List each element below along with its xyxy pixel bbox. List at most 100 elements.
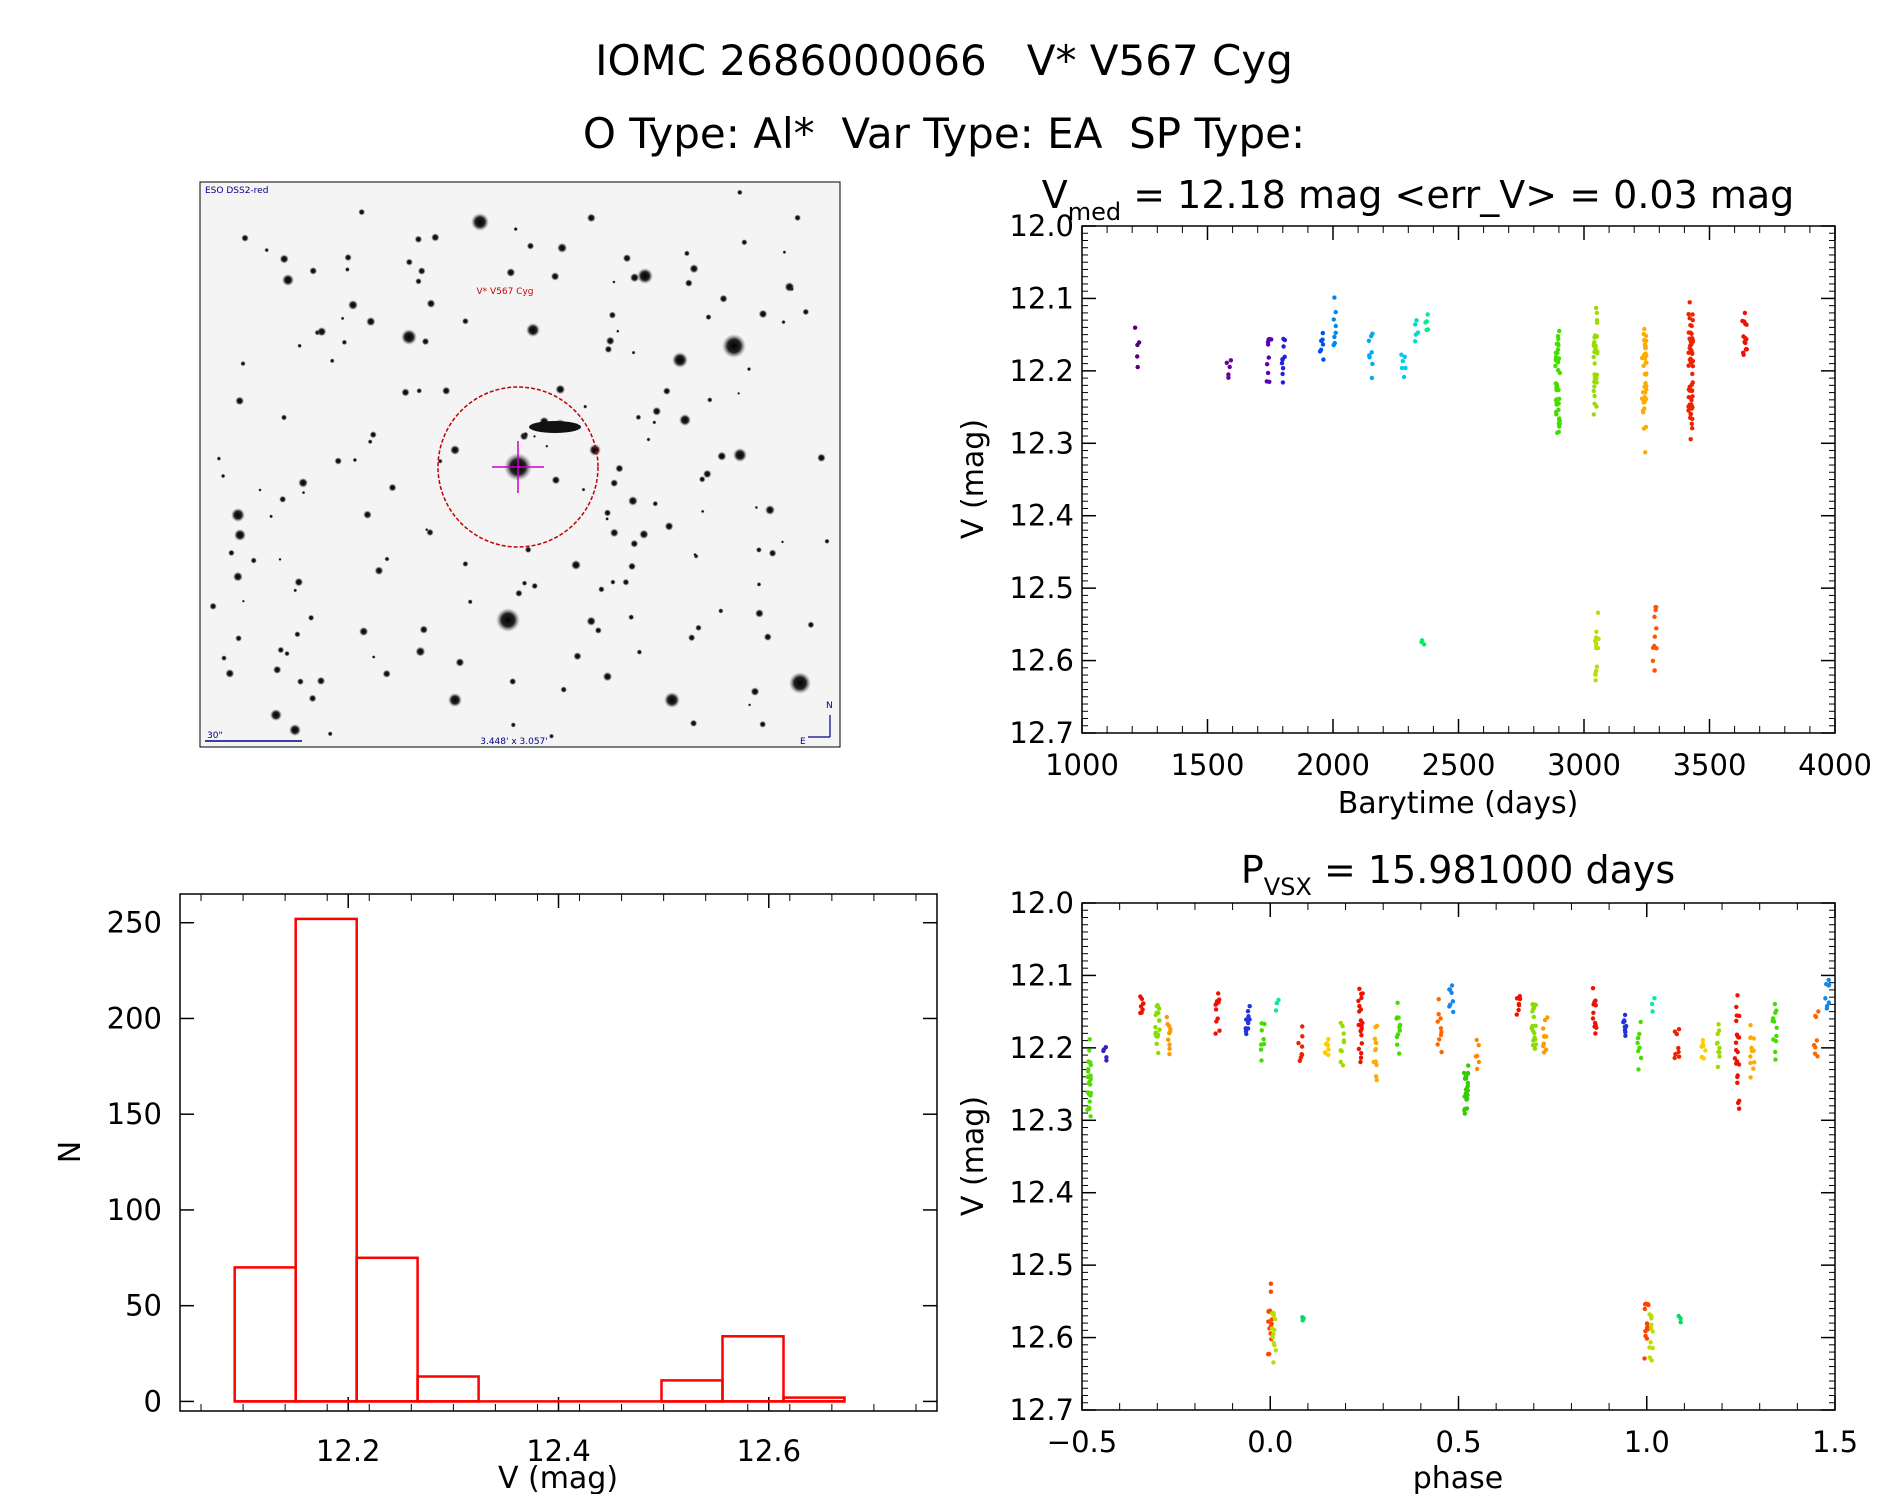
field-star — [363, 510, 372, 519]
field-star — [294, 577, 304, 587]
phased-data-point — [1273, 1008, 1279, 1013]
phased-data-point — [1086, 1059, 1091, 1064]
lightcurve-data-point — [1643, 351, 1648, 356]
field-star — [662, 387, 671, 395]
phased-data-point — [1214, 1001, 1220, 1006]
lightcurve-data-point — [1591, 343, 1597, 348]
field-star — [522, 431, 529, 438]
phased-data-point — [1157, 1018, 1162, 1023]
lightcurve-chart: Vmed = 12.18 mag <err_V> = 0.03 mag 1000… — [956, 173, 1872, 821]
north-label: N — [826, 701, 833, 711]
lightcurve-data-point — [1641, 400, 1646, 405]
bright-star — [733, 448, 747, 462]
histogram-bar — [721, 1335, 785, 1403]
field-star — [421, 337, 430, 346]
phased-data-point — [1167, 1031, 1172, 1036]
phased-data-point — [1438, 1026, 1444, 1031]
lightcurve-data-point — [1592, 384, 1597, 389]
phased-data-point — [1672, 1055, 1677, 1061]
phased-ytick-label: 12.5 — [1009, 1248, 1074, 1282]
target-name-label: V* V567 Cyg — [476, 287, 533, 297]
phased-data-point — [1815, 1054, 1820, 1059]
lightcurve-data-point — [1401, 374, 1407, 380]
phased-xtick-label: 1.0 — [1624, 1425, 1670, 1459]
phased-data-point — [1622, 1012, 1628, 1018]
phased-data-point — [1465, 1084, 1470, 1089]
field-star — [307, 614, 315, 621]
lightcurve-data-point — [1333, 323, 1339, 329]
field-star — [233, 571, 243, 582]
phased-data-point — [1733, 1040, 1739, 1045]
phased-data-point — [1397, 1051, 1402, 1056]
phased-data-point — [1823, 996, 1828, 1001]
phased-data-point — [1591, 1010, 1596, 1015]
field-star — [616, 329, 620, 333]
phased-data-point — [1673, 1052, 1678, 1057]
phased-data-point — [1215, 1016, 1220, 1021]
lightcurve-data-point — [1650, 658, 1656, 663]
lightcurve-data-point — [1370, 331, 1375, 336]
phased-data-point — [1465, 1071, 1471, 1076]
field-star — [416, 387, 423, 394]
phased-data-point — [1824, 981, 1829, 987]
lightcurve-xtick-label: 2000 — [1296, 748, 1370, 782]
phased-data-point — [1648, 1340, 1653, 1345]
phased-data-point — [1341, 1040, 1347, 1045]
lightcurve-data-point — [1643, 450, 1648, 455]
field-star — [297, 343, 302, 349]
lightcurve-data-point — [1642, 395, 1648, 401]
lightcurve-data-point — [1594, 629, 1599, 634]
phased-data-point — [1259, 1028, 1265, 1033]
lightcurve-xtick-label: 3500 — [1673, 748, 1747, 782]
field-star — [531, 582, 538, 590]
phased-data-point — [1623, 1033, 1628, 1039]
phased-data-point — [1476, 1043, 1481, 1048]
phased-title-main: P — [1241, 848, 1264, 892]
lightcurve-data-point — [1652, 614, 1657, 619]
phased-data-point — [1269, 1321, 1274, 1327]
lightcurve-data-point — [1555, 359, 1560, 364]
field-star — [317, 327, 327, 337]
lightcurve-data-point — [1421, 642, 1427, 647]
field-star — [741, 239, 748, 246]
phased-data-point — [1397, 1023, 1403, 1029]
phased-data-point — [1247, 1017, 1252, 1022]
lightcurve-data-point — [1280, 371, 1285, 377]
lightcurve-data-point — [1227, 364, 1232, 370]
histogram-axes: 12.2 12.4 12.6 0 50 100 150 200 250 — [107, 894, 937, 1468]
lightcurve-data-point — [1281, 344, 1286, 349]
phased-data-point — [1087, 1048, 1092, 1053]
survey-label: ESO DSS2-red — [205, 186, 268, 196]
phased-data-point — [1533, 1037, 1538, 1042]
phased-data-point — [1268, 1289, 1274, 1294]
lightcurve-data-point — [1741, 334, 1746, 339]
lightcurve-data-point — [1594, 641, 1599, 646]
phased-data-point — [1086, 1066, 1091, 1072]
phased-data-point — [1268, 1281, 1274, 1286]
phased-data-point — [1324, 1041, 1330, 1046]
field-star — [551, 475, 561, 485]
phased-data-point — [1748, 1054, 1753, 1059]
phased-data-point — [1462, 1106, 1468, 1112]
phased-data-point — [1266, 1319, 1271, 1324]
phased-data-point — [1772, 1001, 1778, 1007]
field-star — [405, 258, 413, 266]
field-star — [308, 694, 317, 703]
phased-data-point — [1395, 1015, 1400, 1020]
histogram-xtick-label: 12.4 — [526, 1434, 591, 1468]
phased-data-point — [1541, 1026, 1546, 1031]
lightcurve-ytick-label: 12.6 — [1009, 644, 1074, 678]
lightcurve-data-point — [1593, 671, 1598, 677]
bright-star — [679, 414, 691, 426]
lightcurve-xtick-label: 4000 — [1798, 748, 1872, 782]
field-star — [329, 358, 335, 364]
phased-data-point — [1717, 1045, 1722, 1051]
phased-data-point — [1395, 1000, 1400, 1005]
lightcurve-data-point — [1594, 664, 1600, 669]
field-star — [608, 311, 617, 319]
phased-data-point — [1748, 1022, 1753, 1028]
scale-bar-label: 30" — [207, 731, 223, 741]
field-star — [555, 384, 566, 395]
lightcurve-title-subscript: med — [1068, 198, 1121, 226]
